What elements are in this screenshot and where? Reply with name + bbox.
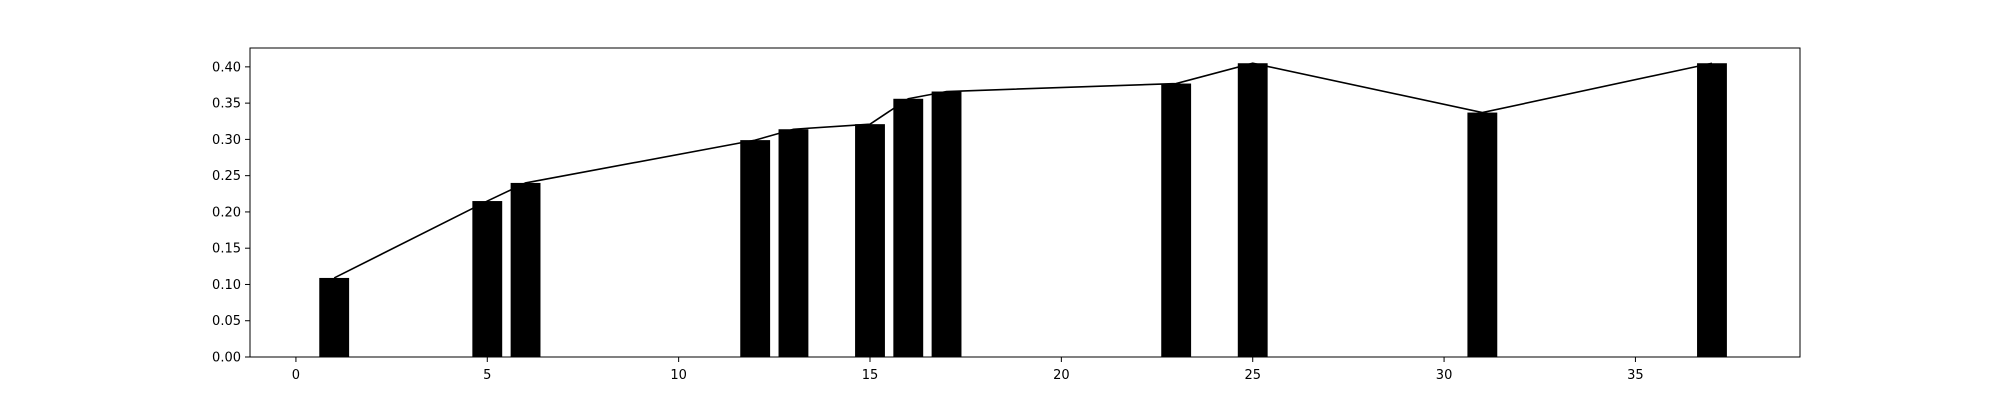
x-tick-label: 20 — [1053, 368, 1070, 383]
bar — [1237, 63, 1268, 358]
bar — [855, 124, 885, 357]
bar — [1467, 112, 1498, 357]
y-axis: 0.00 0.05 0.10 0.15 0.20 0.25 0.30 0.35 0.40 — [212, 60, 250, 366]
y-tick-label: 0.20 — [212, 205, 241, 220]
bar — [931, 91, 962, 358]
y-tick-label: 0.35 — [212, 97, 241, 112]
bar — [1161, 83, 1192, 358]
y-tick-label: 0.10 — [212, 278, 241, 293]
bar — [893, 98, 924, 357]
y-tick-label: 0.15 — [212, 242, 241, 257]
x-tick-label: 15 — [862, 368, 879, 383]
y-tick-label: 0.40 — [212, 60, 241, 75]
x-tick-label: 25 — [1244, 368, 1261, 383]
bar-series — [319, 63, 1727, 358]
x-axis: 0 5 10 15 20 25 30 35 — [292, 357, 1644, 383]
bar — [778, 129, 809, 357]
x-tick-label: 10 — [670, 368, 687, 383]
bar — [740, 140, 771, 357]
x-tick-label: 5 — [483, 368, 491, 383]
x-tick-label: 35 — [1627, 368, 1644, 383]
y-tick-label: 0.30 — [212, 133, 241, 148]
bar — [1697, 63, 1727, 358]
series-line — [333, 62, 1713, 279]
plot-frame — [249, 47, 1801, 358]
x-tick-label: 30 — [1436, 368, 1453, 383]
y-tick-label: 0.00 — [212, 351, 241, 366]
y-tick-label: 0.05 — [212, 314, 241, 329]
y-tick-label: 0.25 — [212, 169, 241, 184]
bar — [472, 201, 503, 357]
bar — [510, 182, 541, 357]
bar — [319, 277, 350, 357]
x-tick-label: 0 — [292, 368, 300, 383]
